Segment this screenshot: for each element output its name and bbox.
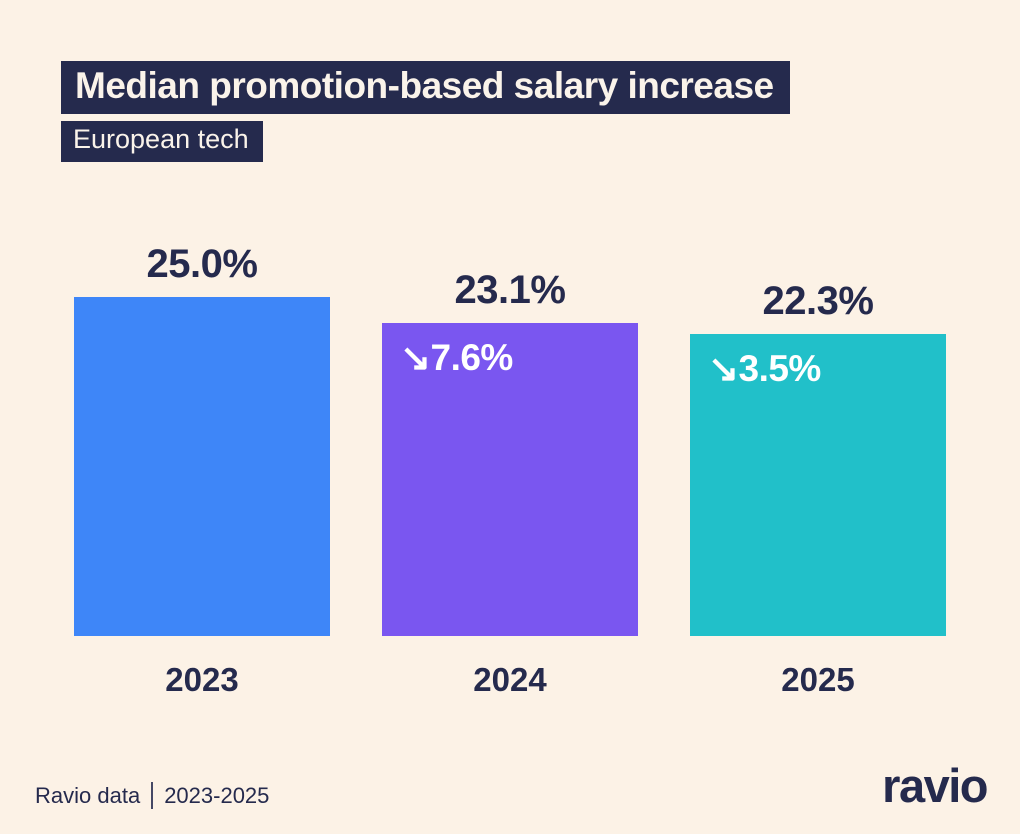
category-label-2023: 2023	[165, 661, 239, 698]
category-label-2024: 2024	[473, 661, 547, 698]
chart-subtitle: European tech	[61, 120, 263, 162]
bar-2023	[74, 297, 330, 636]
category-label-2025: 2025	[781, 661, 855, 698]
bar-2025: ↘3.5%	[690, 334, 946, 636]
bars: 25.0% 2023 23.1% ↘7.6% 2024 22.3% ↘3.5% 2025	[74, 0, 946, 700]
bar-group-2023: 25.0% 2023	[74, 241, 330, 700]
ravio-logo: ravio	[882, 759, 988, 812]
footer-range: 2023-2025	[164, 782, 270, 808]
bar-2024: ↘7.6%	[382, 323, 638, 636]
value-label-2024: 23.1%	[454, 268, 566, 312]
value-label-2023: 25.0%	[146, 242, 258, 286]
change-label-2025: ↘3.5%	[708, 348, 821, 389]
bar-group-2024: 23.1% ↘7.6% 2024	[382, 267, 638, 700]
subtitle-wrap: European tech	[61, 120, 790, 162]
change-label-2024: ↘7.6%	[400, 337, 513, 378]
chart-title: Median promotion-based salary increase	[61, 61, 790, 114]
footer: Ravio data 2023-2025	[35, 782, 269, 809]
bar-group-2025: 22.3% ↘3.5% 2025	[690, 278, 946, 700]
value-label-2025: 22.3%	[762, 279, 874, 323]
title-block: Median promotion-based salary increase E…	[61, 61, 790, 162]
footer-separator	[151, 782, 154, 809]
footer-source: Ravio data	[35, 782, 141, 808]
